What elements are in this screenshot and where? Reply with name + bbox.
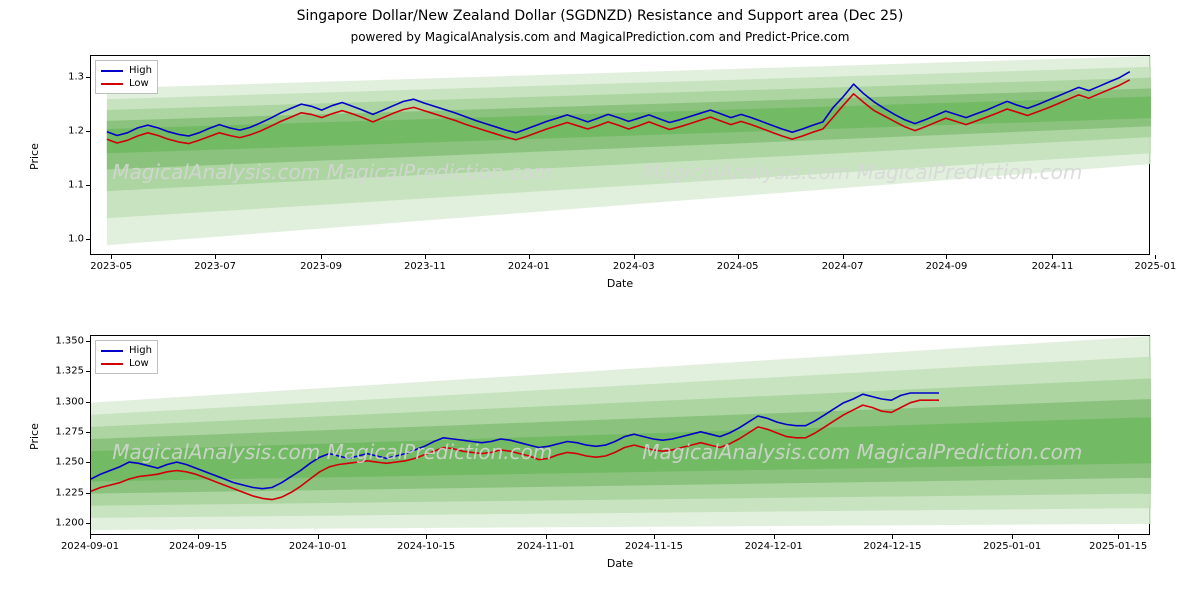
y-ticks: 1.2001.2251.2501.2751.3001.3251.350 [40, 335, 84, 535]
legend: HighLow [95, 60, 158, 94]
figure-suptitle: Singapore Dollar/New Zealand Dollar (SGD… [0, 8, 1200, 24]
figure: Singapore Dollar/New Zealand Dollar (SGD… [0, 0, 1200, 600]
top-chart-panel: MagicalAnalysis.com MagicalPrediction.co… [90, 55, 1150, 255]
legend-item: High [101, 344, 152, 357]
bottom-chart-plot [91, 336, 1151, 536]
figure-subtitle: powered by MagicalAnalysis.com and Magic… [0, 30, 1200, 44]
x-axis-label: Date [90, 557, 1150, 570]
legend-item: Low [101, 357, 152, 370]
top-chart-plot [91, 56, 1151, 256]
x-ticks: 2023-052023-072023-092023-112024-012024-… [90, 261, 1150, 275]
legend: HighLow [95, 340, 158, 374]
x-axis-label: Date [90, 277, 1150, 290]
x-ticks: 2024-09-012024-09-152024-10-012024-10-15… [90, 541, 1150, 555]
legend-item: High [101, 64, 152, 77]
y-ticks: 1.01.11.21.3 [40, 55, 84, 255]
bottom-chart-panel: MagicalAnalysis.com MagicalPrediction.co… [90, 335, 1150, 535]
legend-item: Low [101, 77, 152, 90]
